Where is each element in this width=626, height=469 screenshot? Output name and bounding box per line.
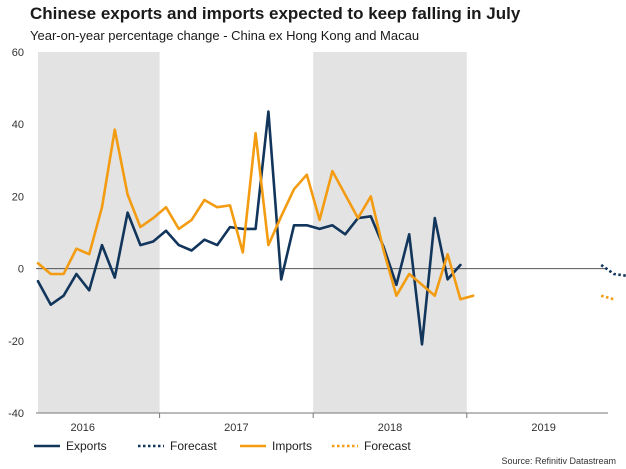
- series-line-forecast-dotted: [600, 294, 615, 301]
- legend-label: Exports: [66, 439, 107, 453]
- legend-label: Forecast: [364, 439, 411, 453]
- y-tick-label: 60: [12, 47, 24, 59]
- x-axis: 2016 2017 2018 2019: [36, 412, 608, 434]
- legend-label: Imports: [272, 439, 312, 453]
- y-tick-label: 20: [12, 191, 24, 203]
- source-note: Source: Refinitiv Datastream: [501, 456, 616, 466]
- series-line-exports: [36, 110, 462, 346]
- y-tick-label: 40: [12, 119, 24, 131]
- shaded-periods: [38, 52, 467, 413]
- chart-subtitle: Year-on-year percentage change - China e…: [30, 28, 420, 43]
- y-tick-label: -20: [8, 336, 24, 348]
- x-tick-label: 2016: [71, 422, 95, 434]
- legend: Exports Forecast Imports Forecast: [34, 439, 411, 453]
- x-tick-label: 2019: [531, 422, 555, 434]
- y-tick-label: 0: [18, 264, 24, 276]
- x-tick-label: 2017: [224, 422, 248, 434]
- series-line-forecast-dotted: [600, 263, 626, 278]
- legend-label: Forecast: [170, 439, 217, 453]
- shaded-period-2: [313, 52, 467, 413]
- y-tick-label: -40: [8, 408, 24, 420]
- y-axis: -40 -20 0 20 40 60: [8, 47, 24, 420]
- series-lines: [36, 110, 626, 346]
- shaded-period-1: [38, 52, 160, 413]
- series-line-imports: [36, 128, 475, 301]
- x-tick-label: 2018: [378, 422, 402, 434]
- chart-title: Chinese exports and imports expected to …: [30, 4, 521, 23]
